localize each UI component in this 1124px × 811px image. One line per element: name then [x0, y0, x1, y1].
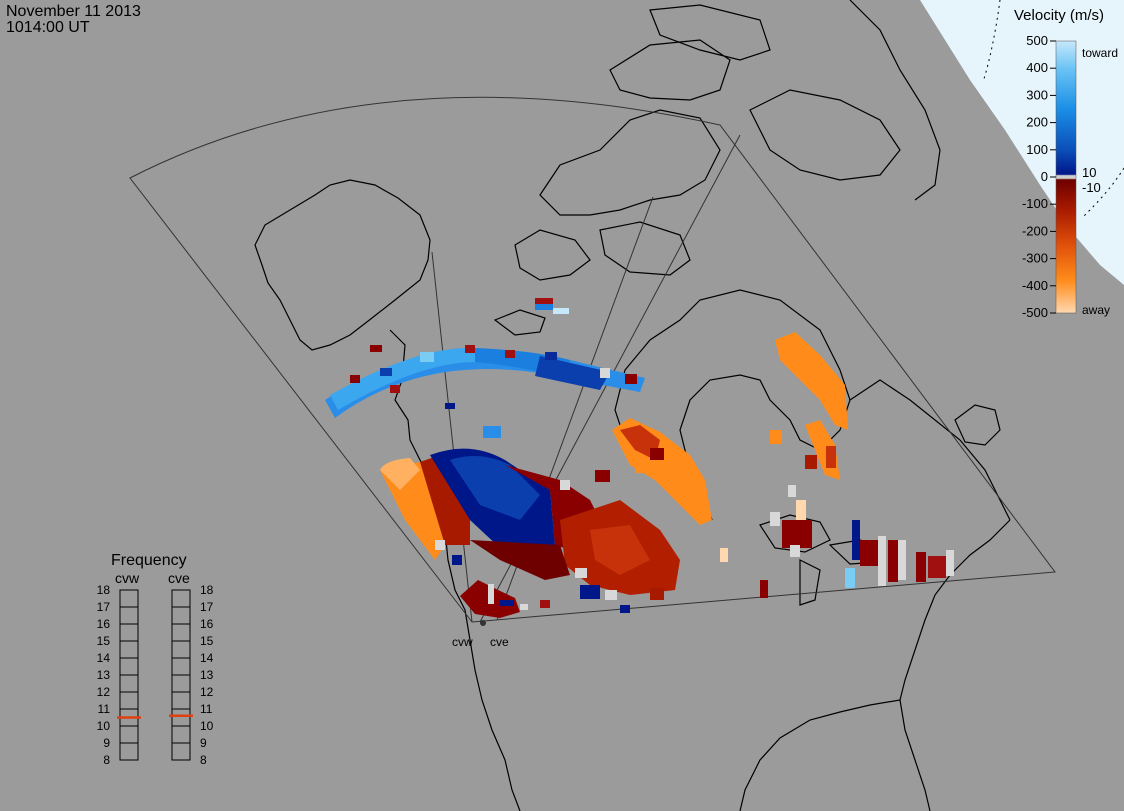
- frequency-tick-label-left: 16: [97, 617, 111, 631]
- velocity-colorbar-gradient: [1055, 40, 1077, 314]
- frequency-tick-label-left: 9: [103, 736, 110, 750]
- frequency-tick-label-right: 13: [200, 668, 214, 682]
- frequency-tick-label-right: 8: [200, 753, 207, 767]
- night-terminator: [920, 0, 1124, 285]
- frequency-tick-label-right: 17: [200, 600, 214, 614]
- frequency-tick-label-right: 11: [200, 702, 213, 716]
- velocity-tick-label: 500: [1026, 33, 1048, 48]
- date-label: November 11 2013: [6, 3, 141, 20]
- frequency-tick-label-right: 9: [200, 736, 207, 750]
- frequency-tick-label-left: 11: [98, 702, 111, 716]
- radar-site-cvw-marker: [480, 620, 486, 626]
- frequency-tick-label-left: 13: [97, 668, 111, 682]
- velocity-away-label: away: [1082, 303, 1110, 317]
- frequency-tick-label-left: 8: [103, 753, 110, 767]
- velocity-tick-label: 0: [1041, 169, 1048, 184]
- coastlines: [254, 0, 1011, 811]
- frequency-panel-title: Frequency: [111, 552, 187, 569]
- radar-site-cvw-label: cvw: [452, 635, 473, 649]
- frequency-radar-label-cve: cve: [168, 570, 190, 586]
- velocity-tick-label: -200: [1022, 223, 1048, 238]
- frequency-tick-label-right: 12: [200, 685, 214, 699]
- frequency-ticks: 18 18 17 17 16 16 15 15 14 14 13 13 12 12 11 11 10 10 9 9 8 8: [97, 583, 214, 767]
- frequency-radar-label-cvw: cvw: [115, 570, 140, 586]
- velocity-tick-label: -100: [1022, 196, 1048, 211]
- velocity-colorbar-ticks: 500 400 300 200 100 0 -100 -200 -300 -400 -500: [1022, 33, 1056, 320]
- frequency-tick-label-right: 15: [200, 634, 214, 648]
- velocity-tick-label: -500: [1022, 305, 1048, 320]
- velocity-mid-label-pos: 10: [1082, 165, 1096, 180]
- velocity-tick-label: -300: [1022, 251, 1048, 266]
- timestamp-header: November 11 2013 1014:00 UT: [6, 3, 141, 36]
- velocity-mid-label-neg: -10: [1082, 180, 1101, 195]
- radar-sites: cvw cve: [452, 620, 509, 649]
- velocity-colorbar-title: Velocity (m/s): [1014, 7, 1104, 24]
- frequency-tick-label-right: 14: [200, 651, 214, 665]
- frequency-tick-label-left: 17: [97, 600, 111, 614]
- frequency-tick-label-left: 15: [97, 634, 111, 648]
- frequency-tick-label-left: 14: [97, 651, 111, 665]
- radar-echo-north-arc: [325, 298, 645, 438]
- frequency-tick-label-right: 18: [200, 583, 214, 597]
- velocity-tick-label: 300: [1026, 87, 1048, 102]
- velocity-toward-label: toward: [1082, 46, 1118, 60]
- velocity-tick-label: 400: [1026, 60, 1048, 75]
- velocity-tick-label: 200: [1026, 115, 1048, 130]
- frequency-tick-label-right: 16: [200, 617, 214, 631]
- radar-echo-east: [612, 332, 954, 598]
- velocity-colorbar: Velocity (m/s) 500 400 300 200 100 0 -100 -200 -…: [1014, 7, 1118, 320]
- frequency-tick-label-left: 18: [97, 583, 111, 597]
- velocity-tick-label: 100: [1026, 142, 1048, 157]
- velocity-tick-label: -400: [1022, 278, 1048, 293]
- radar-site-cve-label: cve: [490, 635, 509, 649]
- frequency-panel: Frequency cvw cve 18 18 17 17 16 16 15 15 14 14 13…: [97, 552, 214, 767]
- frequency-tick-label-right: 10: [200, 719, 214, 733]
- frequency-tick-label-left: 12: [97, 685, 111, 699]
- time-label: 1014:00 UT: [6, 19, 90, 36]
- frequency-tick-label-left: 10: [97, 719, 111, 733]
- radar-echo-central-fan: [380, 448, 680, 618]
